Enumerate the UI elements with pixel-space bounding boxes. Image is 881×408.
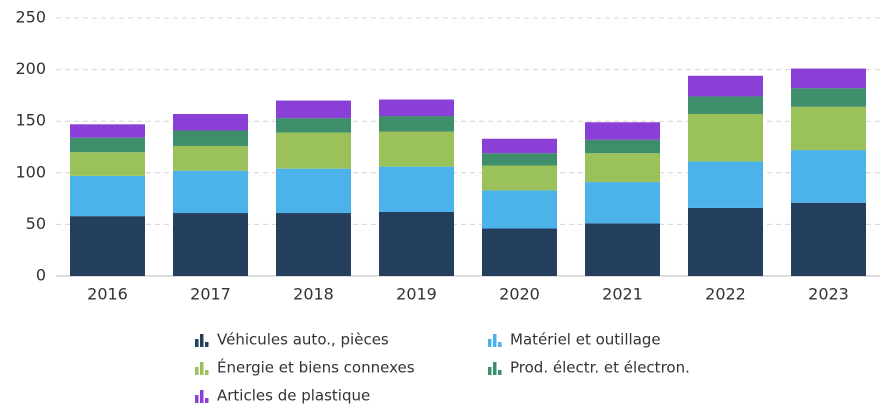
bar-segment <box>585 223 660 276</box>
legend-item: Matériel et outillage <box>488 331 661 349</box>
bar-segment <box>585 122 660 140</box>
legend-icon <box>488 339 492 347</box>
bar-segment <box>585 139 660 154</box>
bar-segment <box>791 202 866 276</box>
bar-segment <box>276 100 351 119</box>
bar-segment <box>379 99 454 117</box>
bar-segment <box>585 153 660 183</box>
bar-segment <box>482 228 557 276</box>
bar-segment <box>173 130 248 146</box>
bar-segment <box>276 213 351 276</box>
legend-label: Matériel et outillage <box>510 331 661 349</box>
bar-segment <box>688 207 763 276</box>
legend-icon <box>200 390 204 403</box>
bar-segment <box>688 75 763 97</box>
legend-icon <box>200 334 204 347</box>
bar-segment <box>482 165 557 191</box>
bar-segment <box>379 212 454 276</box>
bar-segment <box>70 175 145 217</box>
legend-item: Prod. électr. et électron. <box>488 359 690 377</box>
legend-label: Énergie et biens connexes <box>217 358 415 377</box>
y-tick-label: 250 <box>15 8 46 27</box>
y-tick-label: 0 <box>36 266 46 285</box>
bar-segment <box>379 116 454 132</box>
x-tick-label: 2016 <box>87 285 128 304</box>
bar-segment <box>791 88 866 107</box>
legend-icon <box>205 370 209 375</box>
bar-segment <box>688 96 763 114</box>
bar-segment <box>379 166 454 213</box>
legend-icon <box>498 370 502 375</box>
bar-segment <box>379 131 454 167</box>
y-tick-label: 200 <box>15 59 46 78</box>
legend-label: Articles de plastique <box>217 387 370 405</box>
bar-segment <box>482 190 557 229</box>
legend-icon <box>195 367 199 375</box>
legend-item: Véhicules auto., pièces <box>195 331 389 349</box>
bar-segment <box>276 132 351 169</box>
legend-icon <box>195 395 199 403</box>
x-tick-label: 2023 <box>808 285 849 304</box>
bar-segment <box>688 113 763 162</box>
bar-segment <box>791 106 866 151</box>
bar-segment <box>791 68 866 89</box>
bar-segment <box>482 138 557 154</box>
bar-segment <box>173 113 248 131</box>
legend-item: Articles de plastique <box>195 387 370 405</box>
legend-label: Prod. électr. et électron. <box>510 359 690 377</box>
x-tick-label: 2019 <box>396 285 437 304</box>
bar-segment <box>70 137 145 153</box>
legend-icon <box>205 398 209 403</box>
x-tick-label: 2021 <box>602 285 643 304</box>
y-tick-label: 50 <box>26 214 46 233</box>
legend-label: Véhicules auto., pièces <box>217 331 389 349</box>
bar-segment <box>173 170 248 214</box>
bar-segment <box>70 152 145 176</box>
bar-segment <box>276 168 351 214</box>
y-tick-label: 150 <box>15 111 46 130</box>
bar-segment <box>276 118 351 133</box>
bar-segment <box>70 216 145 276</box>
x-tick-label: 2018 <box>293 285 334 304</box>
bar-segment <box>70 124 145 138</box>
legend-icon <box>488 367 492 375</box>
bar-segment <box>585 182 660 224</box>
legend-item: Énergie et biens connexes <box>195 358 415 377</box>
x-tick-label: 2022 <box>705 285 746 304</box>
legend-icon <box>498 342 502 347</box>
bar-segment <box>688 161 763 208</box>
bar-segment <box>173 145 248 171</box>
x-tick-label: 2020 <box>499 285 540 304</box>
bar-segment <box>173 213 248 276</box>
legend-icon <box>195 339 199 347</box>
x-tick-label: 2017 <box>190 285 231 304</box>
legend-icon <box>200 362 204 375</box>
y-tick-label: 100 <box>15 162 46 181</box>
legend-icon <box>493 334 497 347</box>
legend-icon <box>493 362 497 375</box>
bar-segment <box>482 153 557 166</box>
bar-segment <box>791 150 866 203</box>
legend-icon <box>205 342 209 347</box>
